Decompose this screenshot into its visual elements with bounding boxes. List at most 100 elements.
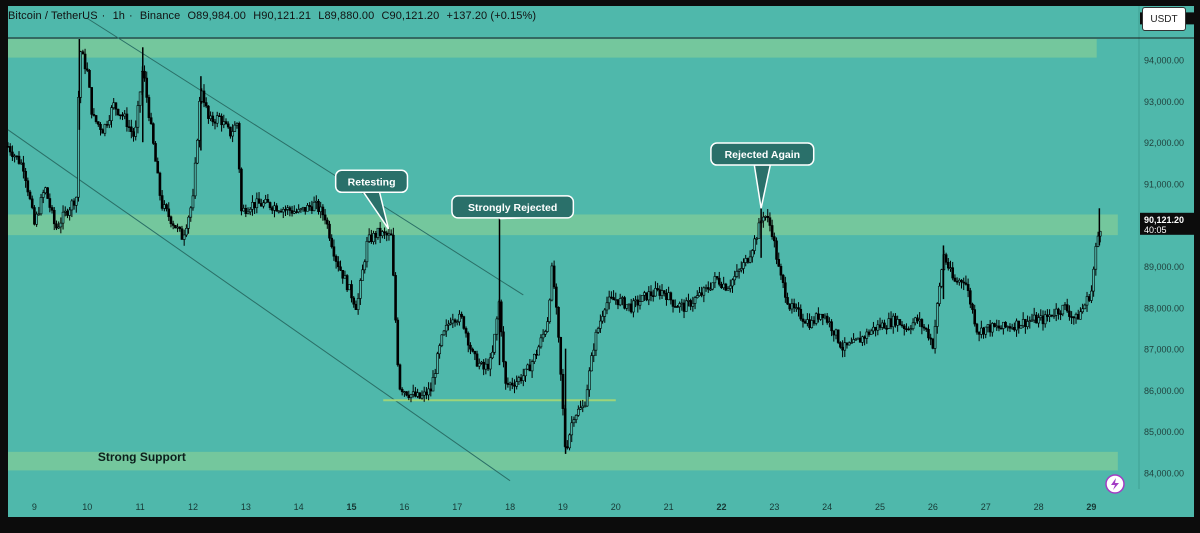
candle-body <box>638 301 642 306</box>
candle <box>130 119 133 139</box>
candle-body <box>1046 314 1049 317</box>
candle-body <box>1035 314 1038 324</box>
candle-body <box>585 389 589 407</box>
candle <box>110 105 113 128</box>
candle-body <box>431 377 435 392</box>
candle-body <box>993 323 996 327</box>
candle-body <box>403 391 406 393</box>
price-scale[interactable] <box>1139 6 1194 489</box>
candle-body <box>684 300 688 312</box>
candle-body <box>251 202 254 210</box>
candle <box>854 337 858 341</box>
candle <box>180 225 184 240</box>
candle <box>39 193 43 216</box>
candle <box>645 292 648 302</box>
candle <box>900 321 904 328</box>
time-scale[interactable] <box>8 489 1194 517</box>
x-tick-label: 17 <box>452 502 462 512</box>
y-tick-label: 94,000.00 <box>1144 56 1184 66</box>
candle-body <box>257 198 261 204</box>
candle <box>640 295 644 302</box>
candle-body <box>480 361 483 364</box>
x-tick-label: 29 <box>1086 502 1096 512</box>
candle <box>167 202 171 221</box>
candle-body <box>876 324 880 331</box>
candle <box>156 157 160 174</box>
candle-body <box>259 203 263 207</box>
candle-body <box>861 336 864 343</box>
candle <box>398 363 402 391</box>
top-resistance-zone <box>8 39 1097 58</box>
candle-body <box>869 330 873 335</box>
candle-body <box>931 338 935 349</box>
candle <box>786 292 789 305</box>
candle-body <box>337 261 340 268</box>
candle-body <box>66 210 69 216</box>
candle-body <box>339 266 342 271</box>
candle-body <box>733 276 736 281</box>
candle <box>931 337 935 350</box>
candle-body <box>1013 326 1016 331</box>
candle <box>1004 321 1007 329</box>
candle-body <box>717 277 721 285</box>
candle-body <box>946 261 950 269</box>
candle <box>810 316 814 329</box>
candle <box>779 263 783 280</box>
candle <box>724 282 728 292</box>
candle-body <box>193 162 197 197</box>
candle-body <box>167 208 171 218</box>
candle <box>149 112 153 125</box>
candle-body <box>1015 320 1018 331</box>
candle-body <box>830 321 833 332</box>
candle <box>1030 313 1034 322</box>
x-tick-label: 24 <box>822 502 832 512</box>
candle-body <box>160 195 164 209</box>
candle-body <box>751 250 754 258</box>
candle <box>969 287 972 309</box>
candle <box>953 274 957 283</box>
candle-body <box>123 113 127 117</box>
candle-body <box>326 219 329 225</box>
candle-body <box>1063 304 1067 306</box>
candle <box>524 368 527 382</box>
candle-body <box>618 298 622 306</box>
candle-body <box>806 319 809 324</box>
candle-body <box>669 292 673 301</box>
candle <box>711 282 714 291</box>
candle <box>883 319 886 329</box>
candle-body <box>121 114 124 117</box>
candle-body <box>303 207 307 212</box>
candle-body <box>588 370 591 391</box>
candle <box>944 252 948 265</box>
candle <box>114 102 118 116</box>
candle-body <box>616 299 620 306</box>
candle <box>1026 315 1029 330</box>
candle <box>555 283 558 315</box>
interval-label[interactable]: 1h <box>112 10 125 22</box>
candle <box>1065 298 1069 313</box>
candle-body <box>1032 314 1036 321</box>
x-tick-label: 14 <box>294 502 304 512</box>
lightning-icon[interactable] <box>1105 474 1125 494</box>
candle-body <box>237 123 241 170</box>
candle <box>11 145 14 161</box>
candle-body <box>548 299 552 322</box>
candle-body <box>762 216 765 222</box>
candle-body <box>997 325 1001 329</box>
candle <box>334 254 338 269</box>
candle <box>68 207 71 221</box>
currency-button[interactable]: USDT <box>1142 7 1186 31</box>
candle-body <box>253 202 256 209</box>
candle-body <box>706 287 710 290</box>
candle-body <box>33 207 36 225</box>
candle-body <box>911 322 915 329</box>
candle <box>1068 305 1071 321</box>
candle <box>231 124 234 143</box>
candle-body <box>839 342 842 348</box>
candle-body <box>905 328 908 331</box>
candle-body <box>951 267 955 279</box>
candle-body <box>832 330 836 336</box>
candle <box>83 48 87 75</box>
symbol-name[interactable]: Bitcoin / TetherUS <box>8 10 98 22</box>
